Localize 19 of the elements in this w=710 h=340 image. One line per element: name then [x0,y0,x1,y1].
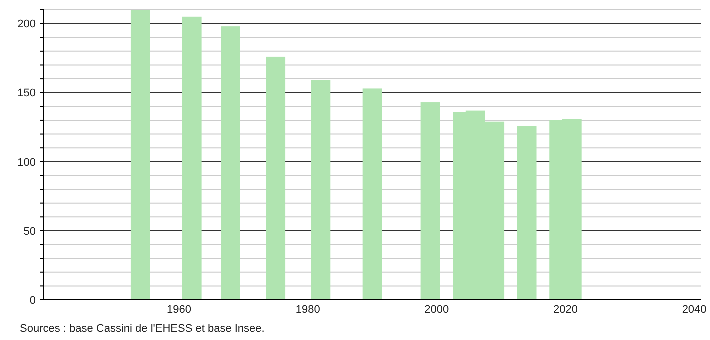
y-tick-label: 50 [24,226,36,238]
bar [266,56,286,300]
y-tick-label: 150 [18,88,36,100]
x-tick-label: 1980 [296,304,320,316]
y-tick-label: 200 [18,18,36,31]
bar [130,10,150,300]
x-tick-label: 1960 [167,304,192,316]
bar [362,88,382,300]
x-tick-label: 2040 [682,304,707,316]
y-tick-label: 0 [30,294,36,307]
source-note: Sources : base Cassini de l'EHESS et base Insee. [20,323,265,335]
bar [420,102,440,300]
y-tick-label: 100 [18,156,36,169]
bar [311,80,331,300]
x-tick-label: 2000 [424,304,450,316]
bar [182,16,202,300]
bar [517,126,537,300]
x-tick-label: 2020 [553,304,578,316]
bar [221,26,240,300]
